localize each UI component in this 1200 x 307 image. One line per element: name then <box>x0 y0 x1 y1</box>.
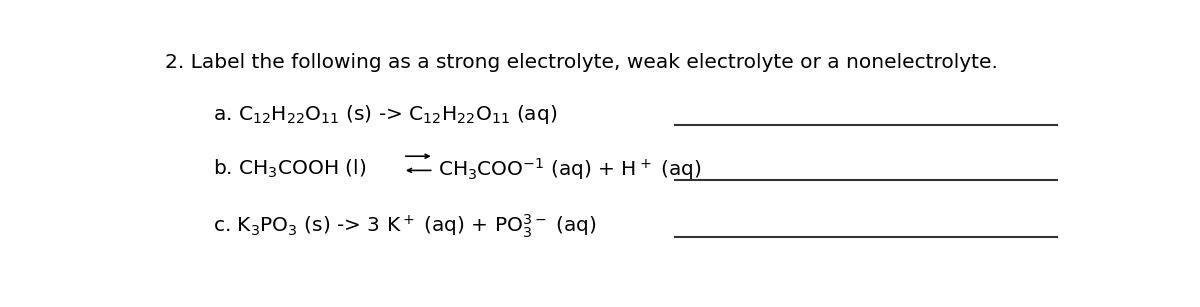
Text: c. $\mathregular{K_3PO_3}$ (s) -> 3 K$^+$ (aq) + $\mathregular{PO_3^{3-}}$ (aq): c. $\mathregular{K_3PO_3}$ (s) -> 3 K$^+… <box>214 212 596 240</box>
Text: b. $\mathregular{CH_3COOH}$ (l): b. $\mathregular{CH_3COOH}$ (l) <box>214 158 366 181</box>
Text: $\mathregular{CH_3COO^{-1}}$ (aq) + H$^+$ (aq): $\mathregular{CH_3COO^{-1}}$ (aq) + H$^+… <box>438 156 702 182</box>
Text: 2. Label the following as a strong electrolyte, weak electrolyte or a nonelectro: 2. Label the following as a strong elect… <box>164 53 997 72</box>
Text: a. $\mathregular{C_{12}H_{22}O_{11}}$ (s) -> $\mathregular{C_{12}H_{22}O_{11}}$ : a. $\mathregular{C_{12}H_{22}O_{11}}$ (s… <box>214 103 558 126</box>
